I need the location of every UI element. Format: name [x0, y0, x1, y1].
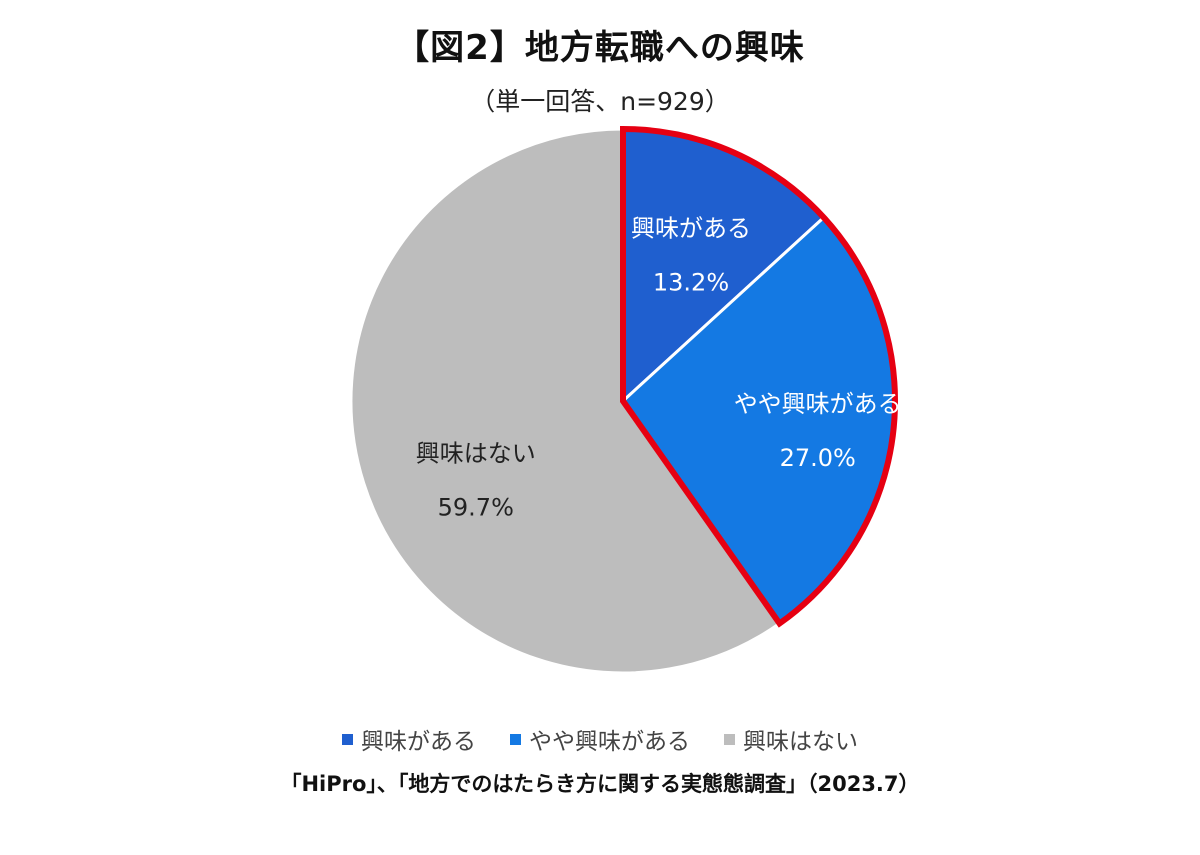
slice-value-label: 27.0% — [780, 444, 856, 472]
source-note: 「HiPro」、「地方でのはたらき方に関する実態態調査」（2023.7） — [280, 772, 920, 796]
legend-item-interested: 興味がある — [342, 722, 476, 756]
slice-category-label: やや興味がある — [734, 390, 902, 418]
legend-item-not-interested: 興味はない — [724, 722, 858, 756]
legend-label: 興味がある — [361, 729, 476, 755]
slice-not-interested — [349, 127, 782, 675]
chart-subtitle: （単一回答、n=929） — [470, 87, 730, 116]
slice-value-label: 59.7% — [438, 493, 514, 521]
legend-label: 興味はない — [743, 729, 858, 755]
label-interested: 興味がある 13.2% — [631, 215, 751, 297]
legend-label: やや興味がある — [529, 729, 690, 755]
legend-item-somewhat-interested: やや興味がある — [510, 722, 690, 756]
legend: 興味がある やや興味がある 興味はない — [0, 722, 1200, 756]
label-somewhat-interested: やや興味がある 27.0% — [734, 390, 902, 472]
legend-swatch — [724, 733, 735, 745]
chart-title: 【図2】地方転職への興味 — [395, 28, 805, 68]
legend-swatch — [510, 733, 521, 745]
legend-swatch — [342, 733, 353, 745]
label-not-interested: 興味はない 59.7% — [416, 439, 536, 521]
slice-category-label: 興味はない — [416, 439, 536, 467]
slice-value-label: 13.2% — [653, 269, 729, 297]
pie-chart: 興味がある 13.2% やや興味がある 27.0% 興味はない 59.7% — [349, 125, 902, 675]
slice-category-label: 興味がある — [631, 215, 751, 243]
highlight-outline — [620, 125, 898, 628]
